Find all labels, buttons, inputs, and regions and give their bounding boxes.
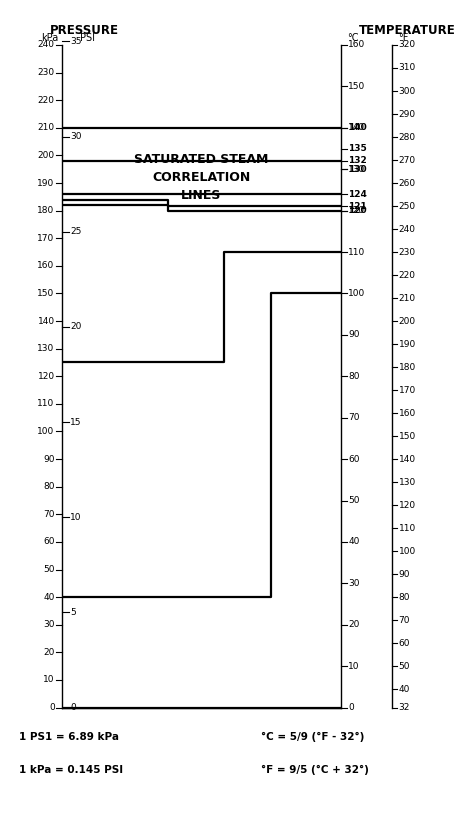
Text: 110: 110 [399, 524, 416, 533]
Text: 20: 20 [70, 322, 82, 331]
Text: 20: 20 [43, 648, 55, 657]
Text: 90: 90 [399, 569, 410, 578]
Text: 40: 40 [399, 685, 410, 694]
Text: 50: 50 [348, 496, 360, 505]
Text: 150: 150 [399, 432, 416, 441]
Text: 180: 180 [37, 206, 55, 215]
Text: 170: 170 [37, 234, 55, 243]
Text: 60: 60 [348, 455, 360, 464]
Text: 132: 132 [348, 156, 367, 165]
Text: kPa: kPa [41, 33, 58, 43]
Text: 30: 30 [348, 579, 360, 588]
Text: 170: 170 [399, 385, 416, 394]
Text: 50: 50 [43, 565, 55, 574]
Text: 0: 0 [70, 703, 76, 712]
Text: 90: 90 [348, 330, 360, 339]
Text: 80: 80 [348, 371, 360, 381]
Text: 30: 30 [70, 132, 82, 141]
Text: 100: 100 [399, 546, 416, 555]
Text: °F = 9/5 (°C + 32°): °F = 9/5 (°C + 32°) [261, 765, 369, 775]
Text: 70: 70 [348, 413, 360, 422]
Text: 140: 140 [348, 124, 365, 133]
Text: 190: 190 [37, 178, 55, 187]
Text: 140: 140 [37, 317, 55, 326]
Text: 0: 0 [348, 703, 354, 712]
Text: 10: 10 [348, 662, 360, 671]
Text: 40: 40 [43, 592, 55, 602]
Text: 10: 10 [43, 676, 55, 685]
Text: 210: 210 [399, 294, 416, 303]
Text: 120: 120 [37, 371, 55, 381]
Text: 280: 280 [399, 133, 416, 142]
Text: 150: 150 [37, 289, 55, 298]
Text: 25: 25 [70, 227, 82, 236]
Text: TEMPERATURE: TEMPERATURE [359, 24, 456, 37]
Text: PSI: PSI [80, 33, 95, 43]
Text: 310: 310 [399, 64, 416, 73]
Text: 100: 100 [37, 427, 55, 436]
Text: 210: 210 [37, 124, 55, 133]
Text: 70: 70 [43, 510, 55, 519]
Text: 135: 135 [348, 144, 367, 153]
Text: 190: 190 [399, 339, 416, 348]
Text: 120: 120 [348, 206, 365, 215]
Text: 290: 290 [399, 110, 416, 119]
Text: 240: 240 [399, 224, 416, 234]
Text: 230: 230 [37, 68, 55, 77]
Text: 90: 90 [43, 455, 55, 464]
Text: 160: 160 [399, 408, 416, 418]
Text: 110: 110 [37, 399, 55, 408]
Text: 50: 50 [399, 662, 410, 671]
Text: 32: 32 [399, 703, 410, 712]
Text: 250: 250 [399, 201, 416, 210]
Text: 0: 0 [49, 703, 55, 712]
Text: °F: °F [398, 33, 408, 43]
Text: 60: 60 [43, 537, 55, 546]
Text: 130: 130 [399, 478, 416, 487]
Text: 40: 40 [348, 537, 360, 546]
Text: 200: 200 [399, 317, 416, 326]
Text: SATURATED STEAM
CORRELATION
LINES: SATURATED STEAM CORRELATION LINES [134, 153, 269, 202]
Text: 320: 320 [399, 40, 416, 50]
Text: 220: 220 [37, 96, 55, 105]
Text: PRESSURE: PRESSURE [49, 24, 118, 37]
Text: 230: 230 [399, 248, 416, 257]
Text: 160: 160 [37, 261, 55, 271]
Text: 80: 80 [43, 482, 55, 492]
Text: 140: 140 [399, 455, 416, 464]
Text: 20: 20 [348, 620, 360, 629]
Text: 200: 200 [37, 151, 55, 160]
Text: 70: 70 [399, 616, 410, 625]
Text: 220: 220 [399, 271, 416, 280]
Text: 60: 60 [399, 639, 410, 648]
Text: 5: 5 [70, 608, 76, 617]
Text: 130: 130 [37, 344, 55, 353]
Text: 150: 150 [348, 82, 365, 91]
Text: 124: 124 [348, 190, 367, 199]
Text: 80: 80 [399, 592, 410, 602]
Text: 120: 120 [399, 501, 416, 510]
Text: 1 kPa = 0.145 PSI: 1 kPa = 0.145 PSI [19, 765, 123, 775]
Text: 180: 180 [399, 362, 416, 371]
Text: 140: 140 [348, 124, 367, 133]
Text: °C: °C [347, 33, 359, 43]
Text: 240: 240 [37, 40, 55, 50]
Text: 130: 130 [348, 164, 367, 173]
Text: 1 PS1 = 6.89 kPa: 1 PS1 = 6.89 kPa [19, 732, 119, 742]
Text: 35: 35 [70, 37, 82, 46]
Text: 30: 30 [43, 620, 55, 629]
Text: 15: 15 [70, 417, 82, 426]
Text: 260: 260 [399, 178, 416, 187]
Text: 160: 160 [348, 40, 365, 50]
Text: 10: 10 [70, 513, 82, 522]
Text: 100: 100 [348, 289, 365, 298]
Text: °C = 5/9 (°F - 32°): °C = 5/9 (°F - 32°) [261, 732, 364, 742]
Text: 121: 121 [348, 202, 367, 211]
Text: 120: 120 [348, 206, 367, 215]
Text: 300: 300 [399, 87, 416, 96]
Text: 270: 270 [399, 155, 416, 164]
Text: 110: 110 [348, 248, 365, 257]
Text: 130: 130 [348, 164, 365, 173]
